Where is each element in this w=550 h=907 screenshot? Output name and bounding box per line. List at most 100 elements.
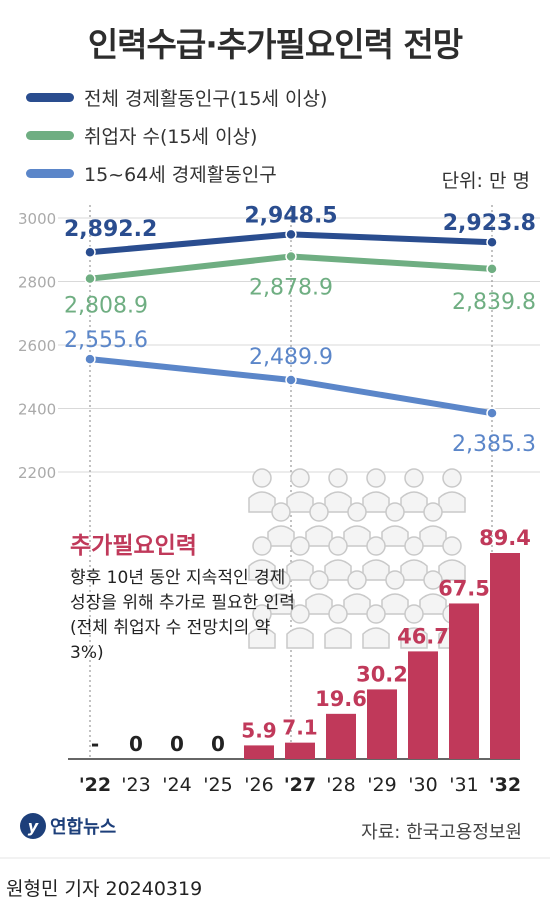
person-icon: [267, 570, 295, 615]
bar-value-label: 89.4: [479, 526, 531, 550]
legend-label-total: 전체 경제활동인구(15세 이상): [84, 87, 328, 110]
x-tick-label: '24: [162, 774, 191, 796]
bar-10: [490, 553, 520, 759]
bar-value-label: 19.6: [315, 687, 367, 711]
x-tick-label: '29: [367, 774, 396, 796]
bar-value-label: 46.7: [397, 624, 449, 648]
x-tick-label: '25: [203, 774, 232, 796]
person-icon: [324, 468, 352, 513]
person-icon: [343, 570, 371, 615]
legend-swatch-15-64: [26, 168, 74, 178]
data-point-employed: [486, 263, 498, 275]
bar-value-label: 5.9: [241, 718, 276, 742]
bar-chart-note: 향후 10년 동안 지속적인 경제성장을 위해 추가로 필요한 인력(전체 취업…: [70, 568, 295, 663]
x-tick-label: '31: [449, 774, 478, 796]
data-label-employed: 2,878.9: [249, 275, 333, 300]
data-label-total: 2,948.5: [244, 203, 337, 228]
person-icon: [400, 468, 428, 513]
person-icon: [438, 468, 466, 513]
crowd-illustration: [248, 468, 466, 649]
person-icon: [419, 570, 447, 615]
person-icon: [286, 468, 314, 513]
data-point-total: [486, 236, 498, 248]
person-icon: [324, 604, 352, 649]
person-icon: [286, 604, 314, 649]
byline: 원형민 기자 20240319: [6, 878, 203, 900]
person-icon: [381, 502, 409, 547]
x-tick-label: '23: [121, 774, 150, 796]
bar-value-label: -: [91, 732, 99, 756]
bar-value-label: 0: [129, 732, 143, 756]
bar-value-label: 0: [170, 732, 184, 756]
person-icon: [286, 536, 314, 581]
unit-label: 단위: 만 명: [441, 170, 530, 192]
legend-label-employed: 취업자 수(15세 이상): [84, 125, 258, 148]
data-label-15-64: 2,489.9: [249, 345, 333, 370]
y-tick-label: 2400: [18, 401, 56, 419]
bar-6: [326, 713, 356, 759]
x-tick-label: '22: [79, 774, 111, 796]
data-label-employed: 2,808.9: [64, 294, 148, 319]
person-icon: [343, 502, 371, 547]
chart-area: 3000 2800 2600 2400 2200 2,892.2 2,948.5 2,923.…: [0, 203, 550, 859]
y-tick-label: 3000: [18, 210, 56, 228]
page-title: 인력수급·추가필요인력 전망: [87, 25, 463, 64]
data-point-employed: [285, 250, 297, 263]
person-icon: [362, 468, 390, 513]
bar-chart-title: 추가필요인력: [70, 533, 197, 559]
y-tick-label: 2800: [18, 274, 56, 292]
x-tick-label: '28: [326, 774, 355, 796]
data-point-15-64: [486, 407, 498, 419]
person-icon: [305, 570, 333, 615]
bar-4: [244, 745, 274, 759]
legend-item-employed: 취업자 수(15세 이상): [26, 122, 257, 148]
bar-value-label: 7.1: [282, 716, 317, 740]
x-tick-label: '27: [284, 774, 316, 796]
legend-swatch-employed: [26, 130, 74, 140]
person-icon: [400, 536, 428, 581]
bar-value-label: 0: [211, 732, 225, 756]
person-icon: [267, 502, 295, 547]
person-icon: [248, 536, 276, 581]
bar-5: [285, 742, 315, 759]
x-tick-label: '30: [408, 774, 437, 796]
y-tick-label: 2200: [18, 464, 56, 482]
y-tick-label: 2600: [18, 337, 56, 355]
bar-8: [408, 651, 438, 759]
data-point-total: [285, 228, 297, 241]
bar-value-label: 67.5: [438, 576, 490, 600]
data-point-15-64: [285, 374, 297, 386]
data-point-15-64: [84, 353, 96, 365]
data-label-employed: 2,839.8: [452, 290, 536, 315]
data-point-employed: [84, 272, 96, 285]
x-tick-label: '32: [489, 774, 521, 796]
bar-value-label: 30.2: [356, 662, 408, 686]
legend-label-15-64: 15~64세 경제활동인구: [84, 163, 277, 186]
legend-item-total: 전체 경제활동인구(15세 이상): [26, 84, 327, 110]
person-icon: [305, 502, 333, 547]
data-label-15-64: 2,555.6: [64, 328, 148, 353]
person-icon: [438, 536, 466, 581]
legend-swatch-total: [26, 92, 74, 102]
data-label-15-64: 2,385.3: [452, 432, 536, 457]
person-icon: [400, 604, 428, 649]
source-note: 자료: 한국고용정보원: [361, 822, 522, 843]
yonhap-logo-icon: y: [20, 813, 46, 839]
person-icon: [362, 536, 390, 581]
data-label-total: 2,923.8: [443, 211, 536, 236]
data-label-total: 2,892.2: [64, 217, 157, 242]
data-point-total: [84, 246, 96, 258]
yonhap-logo: y 연합뉴스: [20, 813, 116, 839]
person-icon: [381, 570, 409, 615]
person-icon: [362, 604, 390, 649]
person-icon: [248, 468, 276, 513]
person-icon: [419, 502, 447, 547]
bar-7: [367, 689, 397, 759]
legend-item-15-64: 15~64세 경제활동인구: [26, 160, 277, 186]
x-tick-label: '26: [244, 774, 273, 796]
yonhap-logo-text: 연합뉴스: [50, 817, 117, 838]
person-icon: [248, 604, 276, 649]
person-icon: [324, 536, 352, 581]
bar-9: [449, 603, 479, 759]
